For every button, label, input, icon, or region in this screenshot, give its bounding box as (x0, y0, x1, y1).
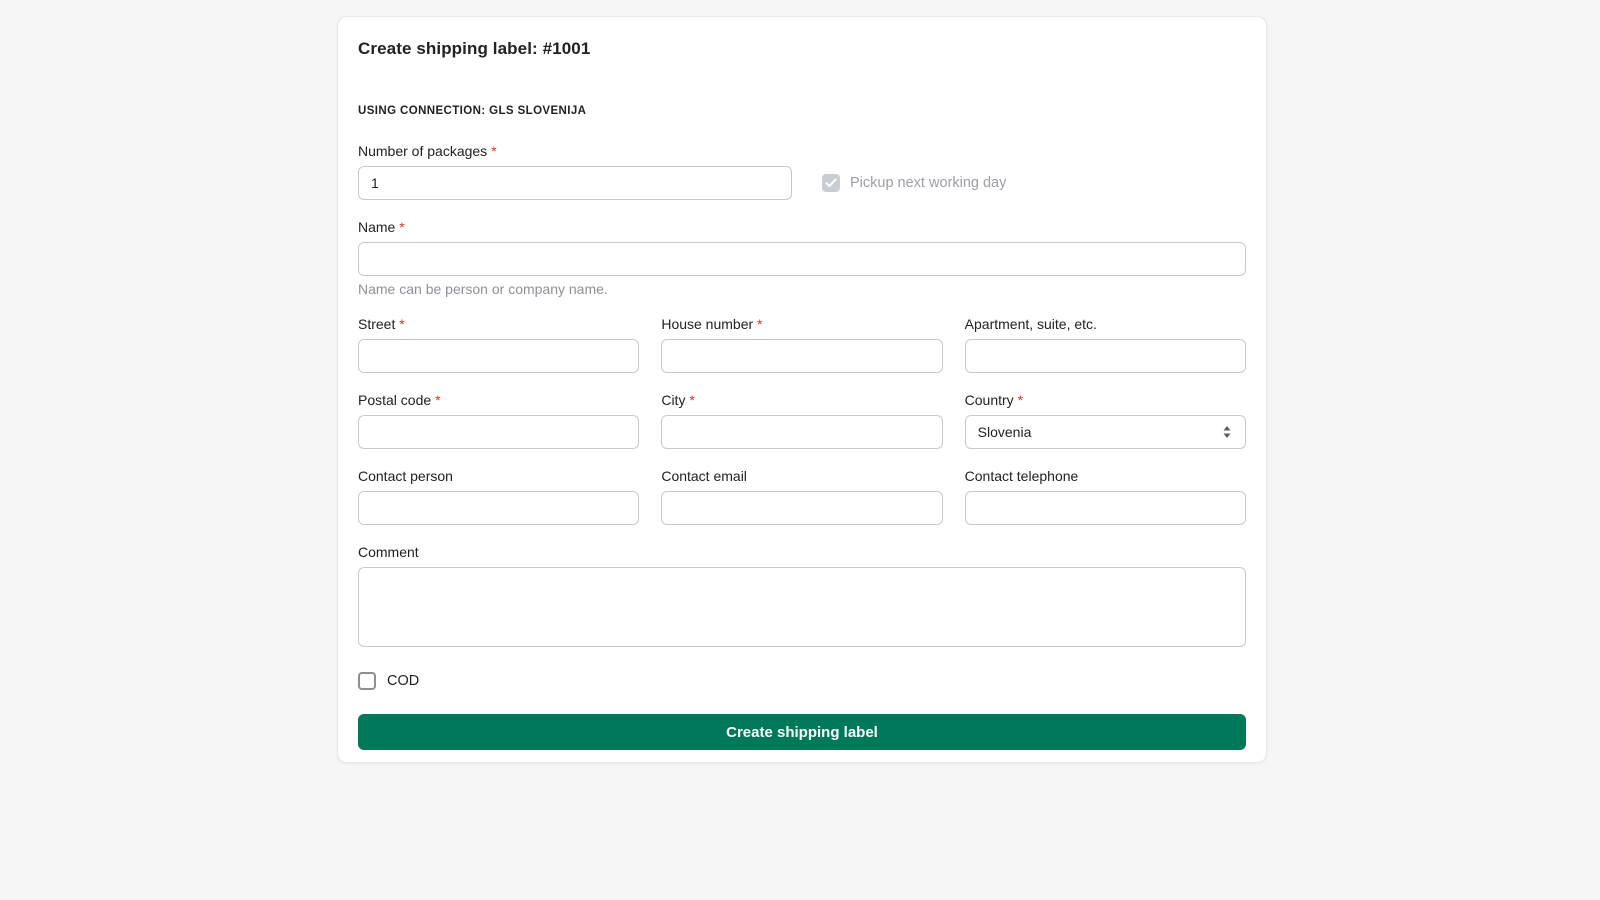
house-number-label: House number * (661, 316, 763, 332)
required-asterisk: * (491, 143, 497, 159)
required-asterisk: * (689, 392, 695, 408)
apartment-input[interactable] (964, 339, 1246, 373)
country-field: Country * Slovenia (964, 392, 1246, 449)
page-title: Create shipping label: #1001 (358, 39, 591, 58)
cod-checkbox-row[interactable]: COD (358, 672, 1246, 690)
street-label: Street * (358, 316, 405, 332)
apartment-label: Apartment, suite, etc. (964, 316, 1097, 332)
house-number-input[interactable] (661, 339, 943, 373)
country-selected-value: Slovenia (977, 424, 1032, 440)
postal-code-field: Postal code * (358, 392, 640, 449)
connection-info: USING CONNECTION: GLS SLOVENIJA (358, 105, 587, 117)
contact-person-label: Contact person (358, 468, 453, 484)
create-shipping-label-card: Create shipping label: #1001 USING CONNE… (337, 16, 1267, 763)
contact-telephone-label: Contact telephone (964, 468, 1079, 484)
comment-label: Comment (358, 544, 419, 560)
house-number-field: House number * (661, 316, 943, 373)
cod-checkbox[interactable] (358, 672, 376, 690)
pickup-checkbox-label: Pickup next working day (850, 175, 1007, 191)
pickup-checkbox (822, 174, 840, 192)
street-field: Street * (358, 316, 640, 373)
create-shipping-label-button[interactable]: Create shipping label (358, 714, 1246, 750)
city-field: City * (661, 392, 943, 449)
country-select[interactable]: Slovenia (964, 415, 1246, 449)
contact-row: Contact person Contact email Contact tel… (358, 468, 1246, 525)
contact-email-input[interactable] (661, 491, 943, 525)
comment-section: Comment (358, 544, 1246, 652)
pickup-checkbox-row[interactable]: Pickup next working day (822, 174, 1006, 192)
address-row-2: Postal code * City * Country * Slovenia (358, 392, 1246, 449)
checkmark-icon (825, 178, 837, 187)
postal-code-label: Postal code * (358, 392, 441, 408)
city-label: City * (661, 392, 695, 408)
contact-person-input[interactable] (358, 491, 640, 525)
contact-email-field: Contact email (661, 468, 943, 525)
address-row-1: Street * House number * Apartment, suite… (358, 316, 1246, 373)
street-input[interactable] (358, 339, 640, 373)
number-of-packages-label: Number of packages * (358, 143, 497, 159)
name-input[interactable] (358, 242, 1246, 276)
contact-email-label: Contact email (661, 468, 747, 484)
city-input[interactable] (661, 415, 943, 449)
name-helper-text: Name can be person or company name. (358, 281, 608, 297)
select-updown-icon (1221, 424, 1233, 440)
required-asterisk: * (399, 316, 405, 332)
number-of-packages-input[interactable] (358, 166, 792, 200)
contact-person-field: Contact person (358, 468, 640, 525)
required-asterisk: * (1017, 392, 1024, 408)
name-label: Name * (358, 219, 405, 235)
cod-checkbox-label: COD (387, 673, 420, 689)
country-label: Country * (964, 392, 1024, 408)
contact-telephone-input[interactable] (964, 491, 1246, 525)
name-section: Name * Name can be person or company nam… (358, 219, 1246, 297)
comment-textarea[interactable] (358, 567, 1246, 647)
apartment-field: Apartment, suite, etc. (964, 316, 1246, 373)
contact-telephone-field: Contact telephone (964, 468, 1246, 525)
required-asterisk: * (435, 392, 441, 408)
required-asterisk: * (757, 316, 763, 332)
postal-code-input[interactable] (358, 415, 640, 449)
packages-section: Number of packages * Pickup next working… (358, 143, 1246, 200)
required-asterisk: * (399, 219, 405, 235)
